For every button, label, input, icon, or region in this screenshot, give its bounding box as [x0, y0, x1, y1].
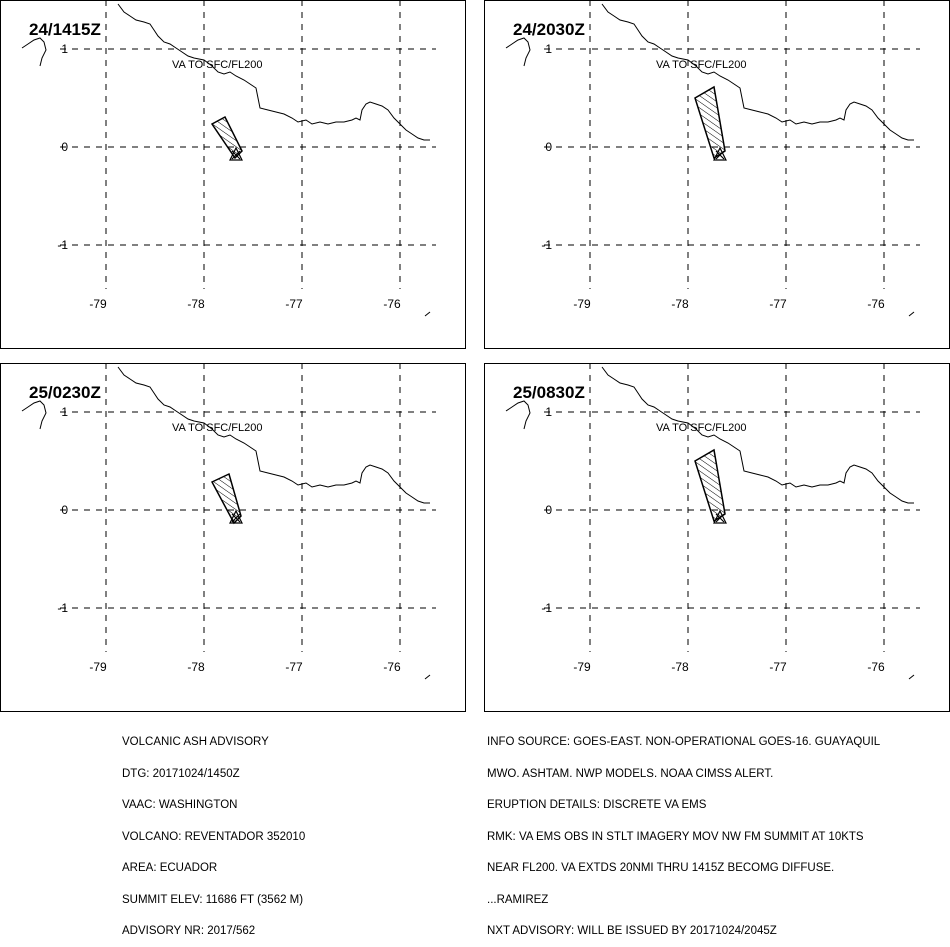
coastline — [117, 3, 430, 141]
longitude-tick-label: -79 — [89, 297, 107, 311]
advisory-area: AREA: ECUADOR — [122, 862, 218, 874]
map-panel-3: 1 0 -1 -79 -78 -77 -76 VA TO SFC/FL200 25/0230Z — [0, 363, 466, 712]
valid-time-label: 24/1415Z — [29, 20, 101, 39]
longitude-tick-label: -78 — [187, 297, 205, 311]
volcano-cross-icon — [231, 150, 241, 160]
coastline — [601, 366, 914, 504]
latitude-tick-label: 1 — [545, 42, 552, 56]
va-height-label: VA TO SFC/FL200 — [656, 422, 747, 434]
advisory-remark: RMK: VA EMS OBS IN STLT IMAGERY MOV NW F… — [487, 830, 864, 843]
coastline — [117, 366, 430, 504]
latitude-tick-label: -1 — [541, 601, 552, 615]
advisory-title: VOLCANIC ASH ADVISORY — [122, 736, 269, 748]
longitude-tick-label: -77 — [285, 297, 303, 311]
volcano-cross-icon — [231, 513, 241, 523]
map-svg: 1 0 -1 -79 -78 -77 -76 VA TO SFC/FL200 25/0830Z — [484, 363, 950, 712]
ash-plume-polygon — [694, 448, 726, 523]
advisory-eruption-details: ERUPTION DETAILS: DISCRETE VA EMS — [487, 799, 707, 811]
valid-time-label: 25/0230Z — [29, 383, 101, 402]
latitude-tick-label: 0 — [61, 503, 68, 517]
advisory-info-source: INFO SOURCE: GOES-EAST. NON-OPERATIONAL … — [487, 736, 881, 748]
longitude-tick-label: -78 — [671, 297, 689, 311]
map-frame — [484, 0, 950, 349]
map-panel-1: 1 0 -1 -79 -78 -77 -76 VA TO SFC/FL200 24/1415Z — [0, 0, 466, 349]
advisory-info-source-cont: MWO. ASHTAM. NWP MODELS. NOAA CIMSS ALER… — [487, 767, 774, 780]
map-mark — [908, 311, 915, 317]
advisory-forecaster: ...RAMIREZ — [487, 893, 549, 906]
advisory-vaac: VAAC: WASHINGTON — [122, 799, 238, 811]
map-panel-4: 1 0 -1 -79 -78 -77 -76 VA TO SFC/FL200 25/0830Z — [484, 363, 950, 712]
latitude-tick-label: -1 — [57, 601, 68, 615]
longitude-tick-label: -78 — [187, 660, 205, 674]
volcano-triangle-icon — [229, 509, 243, 524]
longitude-tick-label: -79 — [89, 660, 107, 674]
latitude-tick-label: 0 — [61, 140, 68, 154]
map-svg: 1 0 -1 -79 -78 -77 -76 VA TO SFC/FL200 24/2030Z — [484, 0, 950, 349]
longitude-tick-label: -79 — [573, 297, 591, 311]
latitude-tick-label: -1 — [57, 238, 68, 252]
longitude-tick-label: -76 — [867, 297, 885, 311]
coastline-fragment — [505, 37, 531, 67]
map-frame — [0, 363, 466, 712]
latitude-tick-label: 1 — [61, 405, 68, 419]
longitude-tick-label: -77 — [285, 660, 303, 674]
map-mark — [424, 311, 431, 317]
longitude-tick-label: -77 — [769, 660, 787, 674]
ash-plume-polygon — [210, 115, 243, 160]
advisory-number: ADVISORY NR: 2017/562 — [122, 925, 256, 937]
coastline — [601, 3, 914, 141]
map-mark — [424, 674, 431, 680]
advisory-next: NXT ADVISORY: WILL BE ISSUED BY 20171024… — [487, 925, 777, 937]
va-height-label: VA TO SFC/FL200 — [656, 59, 747, 71]
longitude-tick-label: -78 — [671, 660, 689, 674]
map-frame — [0, 0, 466, 349]
va-height-label: VA TO SFC/FL200 — [172, 59, 263, 71]
advisory-right-block: INFO SOURCE: GOES-EAST. NON-OPERATIONAL … — [487, 716, 880, 947]
map-frame — [484, 363, 950, 712]
coastline-fragment — [21, 400, 47, 430]
map-panel-2: 1 0 -1 -79 -78 -77 -76 VA TO SFC/FL200 24/2030Z — [484, 0, 950, 349]
advisory-dtg: DTG: 20171024/1450Z — [122, 767, 240, 780]
coastline-fragment — [21, 37, 47, 67]
longitude-tick-label: -77 — [769, 297, 787, 311]
latitude-tick-label: 0 — [545, 140, 552, 154]
advisory-left-block: VOLCANIC ASH ADVISORY DTG: 20171024/1450… — [122, 716, 305, 947]
latitude-tick-label: 1 — [61, 42, 68, 56]
latitude-tick-label: 0 — [545, 503, 552, 517]
volcano-triangle-icon — [713, 509, 727, 524]
ash-plume-polygon — [210, 472, 242, 525]
volcano-cross-icon — [715, 513, 725, 523]
map-svg: 1 0 -1 -79 -78 -77 -76 VA TO SFC/FL200 25/0230Z — [0, 363, 466, 712]
ash-plume-polygon — [694, 85, 726, 160]
volcano-cross-icon — [715, 150, 725, 160]
latitude-tick-label: 1 — [545, 405, 552, 419]
map-svg: 1 0 -1 -79 -78 -77 -76 VA TO SFC/FL200 24/1415Z — [0, 0, 466, 349]
advisory-volcano: VOLCANO: REVENTADOR 352010 — [122, 830, 306, 843]
latitude-tick-label: -1 — [541, 238, 552, 252]
longitude-tick-label: -76 — [383, 297, 401, 311]
longitude-tick-label: -76 — [867, 660, 885, 674]
volcano-triangle-icon — [713, 146, 727, 161]
longitude-tick-label: -76 — [383, 660, 401, 674]
va-height-label: VA TO SFC/FL200 — [172, 422, 263, 434]
map-mark — [908, 674, 915, 680]
coastline-fragment — [505, 400, 531, 430]
valid-time-label: 24/2030Z — [513, 20, 585, 39]
advisory-remark-cont: NEAR FL200. VA EXTDS 20NMI THRU 1415Z BE… — [487, 862, 835, 874]
volcano-triangle-icon — [229, 146, 243, 161]
longitude-tick-label: -79 — [573, 660, 591, 674]
advisory-summit-elev: SUMMIT ELEV: 11686 FT (3562 M) — [122, 893, 304, 906]
valid-time-label: 25/0830Z — [513, 383, 585, 402]
